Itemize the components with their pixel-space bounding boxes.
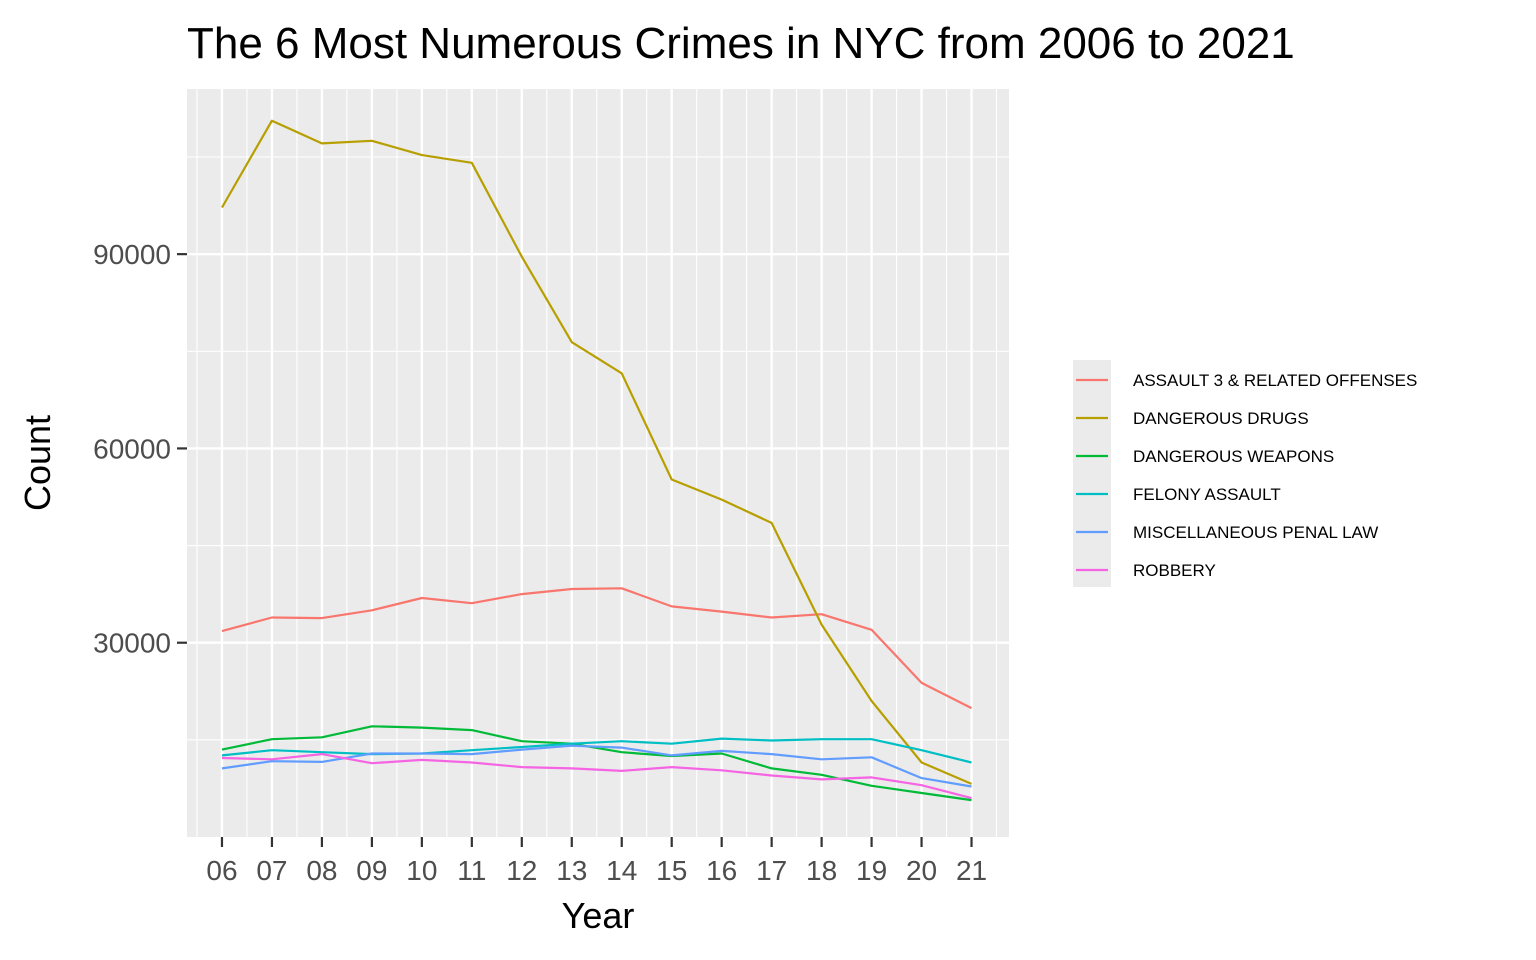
x-tick-label: 13	[556, 855, 587, 886]
chart-title: The 6 Most Numerous Crimes in NYC from 2…	[187, 19, 1295, 68]
legend-key-background	[1073, 360, 1111, 587]
x-tick-label: 09	[356, 855, 387, 886]
legend-label: FELONY ASSAULT	[1133, 485, 1281, 504]
series-line-dangerous-drugs	[221, 119, 972, 785]
x-axis: 06 07 08 09 10 11 12 13 14 15 16 17 18 19 20 21	[206, 837, 987, 886]
x-tick-label: 08	[306, 855, 337, 886]
y-tick-label: 90000	[93, 239, 171, 270]
series-line-assault-3-related-offenses	[221, 587, 972, 710]
x-tick-label: 15	[656, 855, 687, 886]
x-tick-label: 11	[457, 855, 486, 886]
y-axis: 30000 60000 90000	[93, 239, 187, 659]
series-lines	[221, 119, 972, 802]
legend-label: ASSAULT 3 & RELATED OFFENSES	[1133, 371, 1417, 390]
y-axis-title: Count	[17, 415, 58, 511]
series-line-dangerous-weapons	[221, 725, 972, 802]
x-tick-label: 17	[756, 855, 787, 886]
x-tick-label: 21	[956, 855, 987, 886]
x-tick-label: 20	[906, 855, 937, 886]
major-gridlines	[187, 89, 1009, 837]
x-tick-label: 06	[206, 855, 237, 886]
legend-label: DANGEROUS WEAPONS	[1133, 447, 1334, 466]
x-axis-title: Year	[562, 895, 635, 936]
y-tick-label: 30000	[93, 628, 171, 659]
legend: ASSAULT 3 & RELATED OFFENSES DANGEROUS DR…	[1073, 360, 1417, 587]
x-tick-label: 18	[806, 855, 837, 886]
x-tick-label: 16	[706, 855, 737, 886]
minor-gridlines	[187, 89, 1009, 837]
y-tick-label: 60000	[93, 433, 171, 464]
plot-panel	[187, 89, 1009, 837]
series-line-felony-assault	[221, 737, 972, 764]
x-tick-label: 19	[856, 855, 887, 886]
legend-label: ROBBERY	[1133, 561, 1216, 580]
x-tick-label: 10	[406, 855, 437, 886]
x-tick-label: 07	[256, 855, 287, 886]
x-tick-label: 12	[506, 855, 537, 886]
legend-label: DANGEROUS DRUGS	[1133, 409, 1309, 428]
series-line-robbery	[221, 752, 972, 800]
legend-label: MISCELLANEOUS PENAL LAW	[1133, 523, 1378, 542]
x-tick-label: 14	[606, 855, 637, 886]
